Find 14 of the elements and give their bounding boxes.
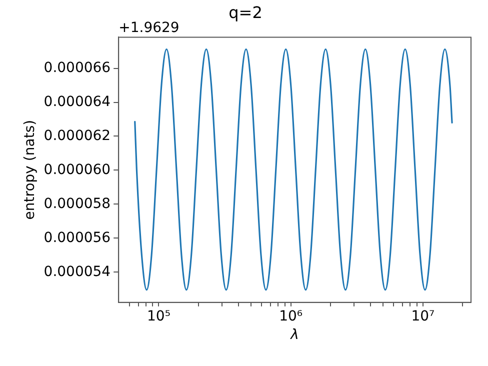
y-tick-label: 0.000064 <box>44 94 111 110</box>
y-tick-label: 0.000060 <box>44 162 111 178</box>
y-tick-label: 0.000056 <box>44 230 111 246</box>
text: +1.9629 <box>118 20 180 36</box>
y-tick-label: 0.000054 <box>44 264 111 280</box>
chart-title: q=2 <box>228 2 262 22</box>
x-tick-label: 10⁵ <box>147 308 170 324</box>
y-tick-label: 0.000062 <box>44 128 111 144</box>
x-tick-label: 10⁷ <box>411 308 435 324</box>
y-tick-label: 0.000066 <box>44 60 111 76</box>
y-axis-title: entropy (nats) <box>22 120 38 220</box>
x-axis-title: λ <box>290 327 299 344</box>
y-tick-label: 0.000058 <box>44 196 111 212</box>
x-tick-label: 10⁶ <box>279 308 303 324</box>
